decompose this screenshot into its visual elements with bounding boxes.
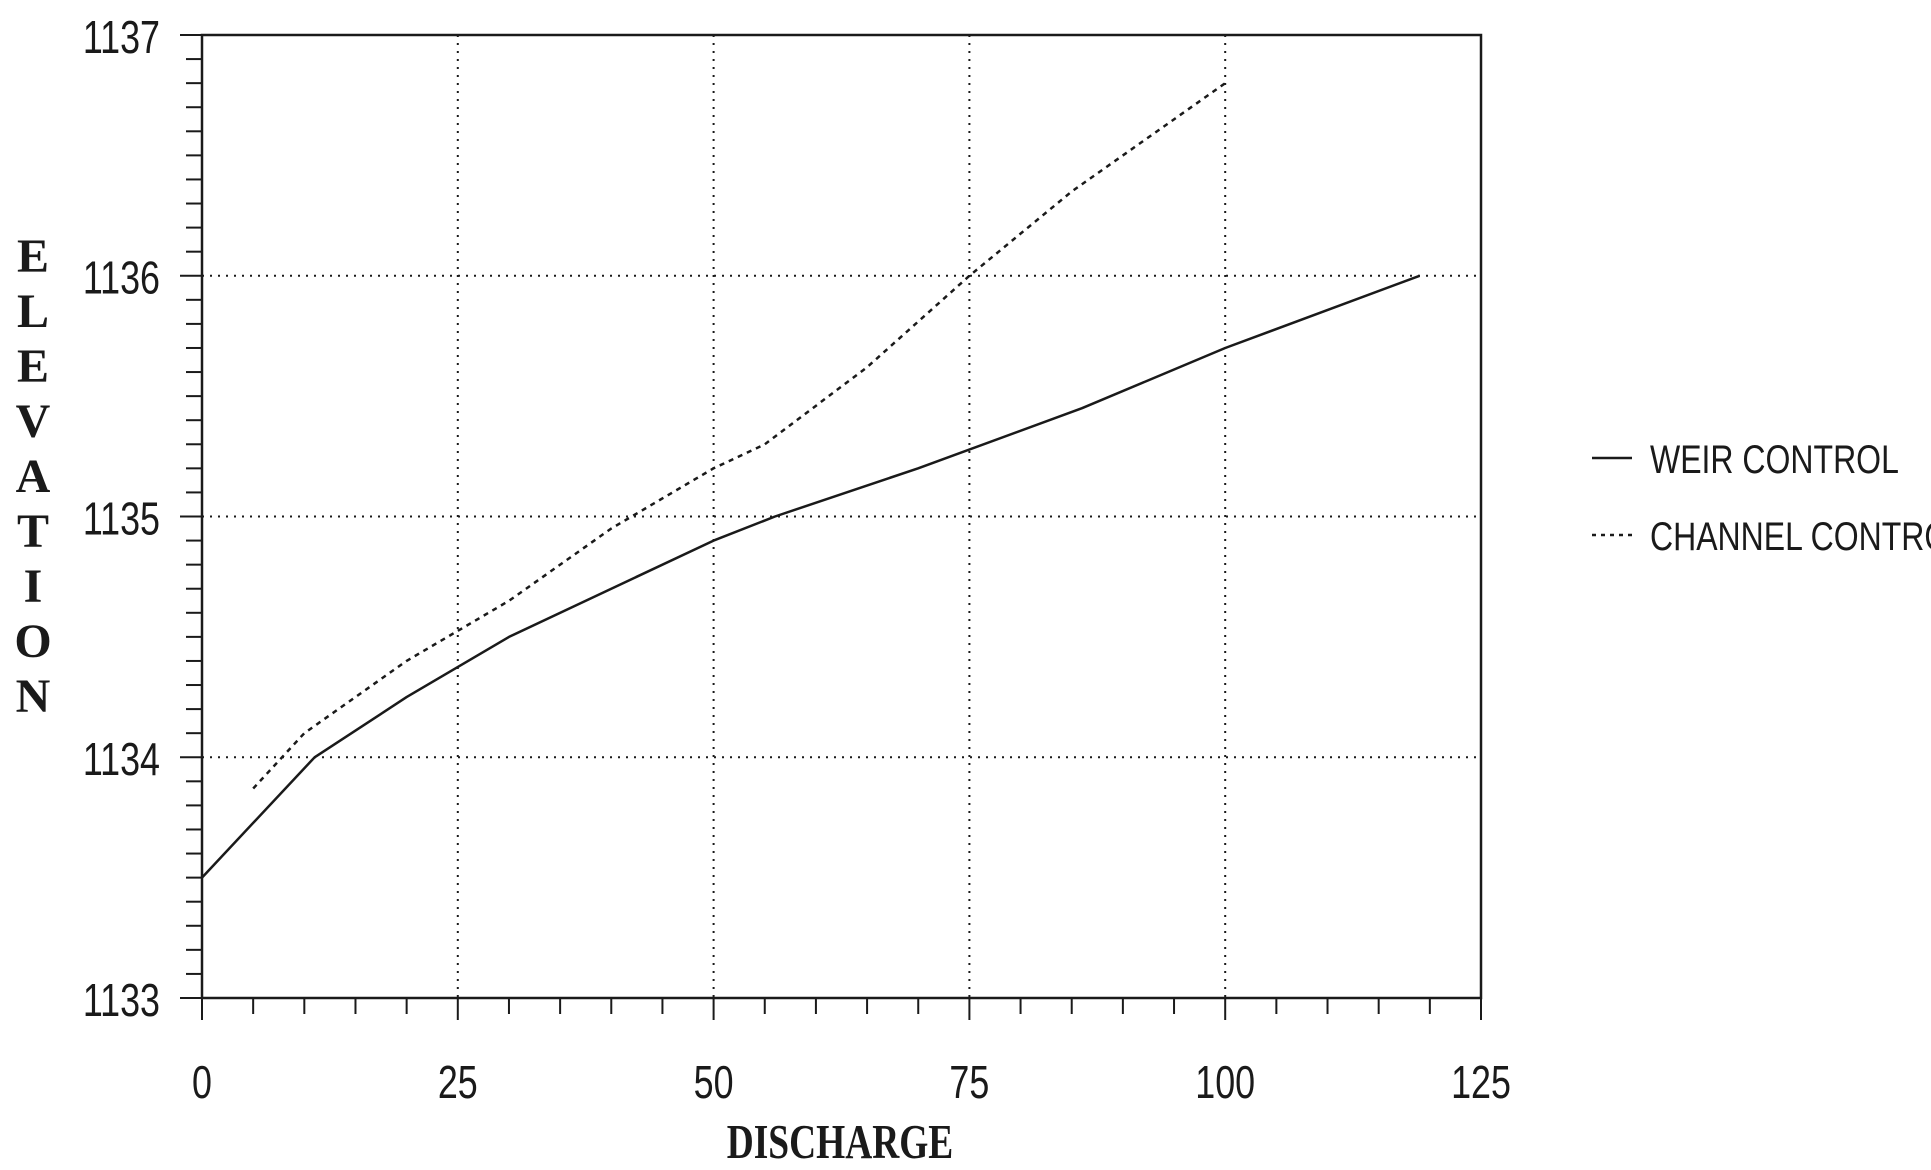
axis-ticks xyxy=(180,34,1482,1020)
x-tick-label: 50 xyxy=(694,1057,734,1108)
grid-lines xyxy=(202,35,1481,998)
y-axis-label-letter: I xyxy=(24,560,43,613)
x-tick-label: 75 xyxy=(949,1057,989,1108)
y-axis-label-letter: A xyxy=(16,450,51,503)
x-tick-label: 125 xyxy=(1451,1057,1511,1108)
x-tick-label: 100 xyxy=(1195,1057,1255,1108)
x-tick-label: 0 xyxy=(192,1057,212,1108)
x-tick-labels: 0 25 50 75 100 125 xyxy=(192,1057,1511,1108)
legend-label-channel-control: CHANNEL CONTROL xyxy=(1650,514,1931,559)
y-tick-label: 1133 xyxy=(83,975,160,1026)
y-axis-label-letter: L xyxy=(17,285,49,338)
y-axis-label-letter: N xyxy=(16,670,51,723)
y-axis-label-letter: T xyxy=(17,505,49,558)
y-tick-labels: 1133 1134 1135 1136 1137 xyxy=(83,12,160,1026)
plot-frame xyxy=(200,33,1483,1000)
legend: WEIR CONTROL CHANNEL CONTROL xyxy=(1592,437,1931,559)
y-axis-label-letter: V xyxy=(16,395,51,448)
y-axis-label-letter: E xyxy=(17,340,49,393)
series-line-weir-control xyxy=(201,274,1421,879)
legend-label-weir-control: WEIR CONTROL xyxy=(1650,437,1899,482)
x-axis-label: DISCHARGE xyxy=(727,1115,954,1169)
y-axis-label-letter: E xyxy=(17,230,49,283)
x-tick-label: 25 xyxy=(438,1057,478,1108)
y-tick-label: 1135 xyxy=(83,493,160,544)
series-line-channel-control xyxy=(252,82,1226,790)
y-axis-label-letter: O xyxy=(14,615,51,668)
y-tick-label: 1134 xyxy=(83,734,160,785)
y-tick-label: 1136 xyxy=(83,252,160,303)
y-tick-label: 1137 xyxy=(83,12,160,63)
data-series xyxy=(201,82,1421,879)
